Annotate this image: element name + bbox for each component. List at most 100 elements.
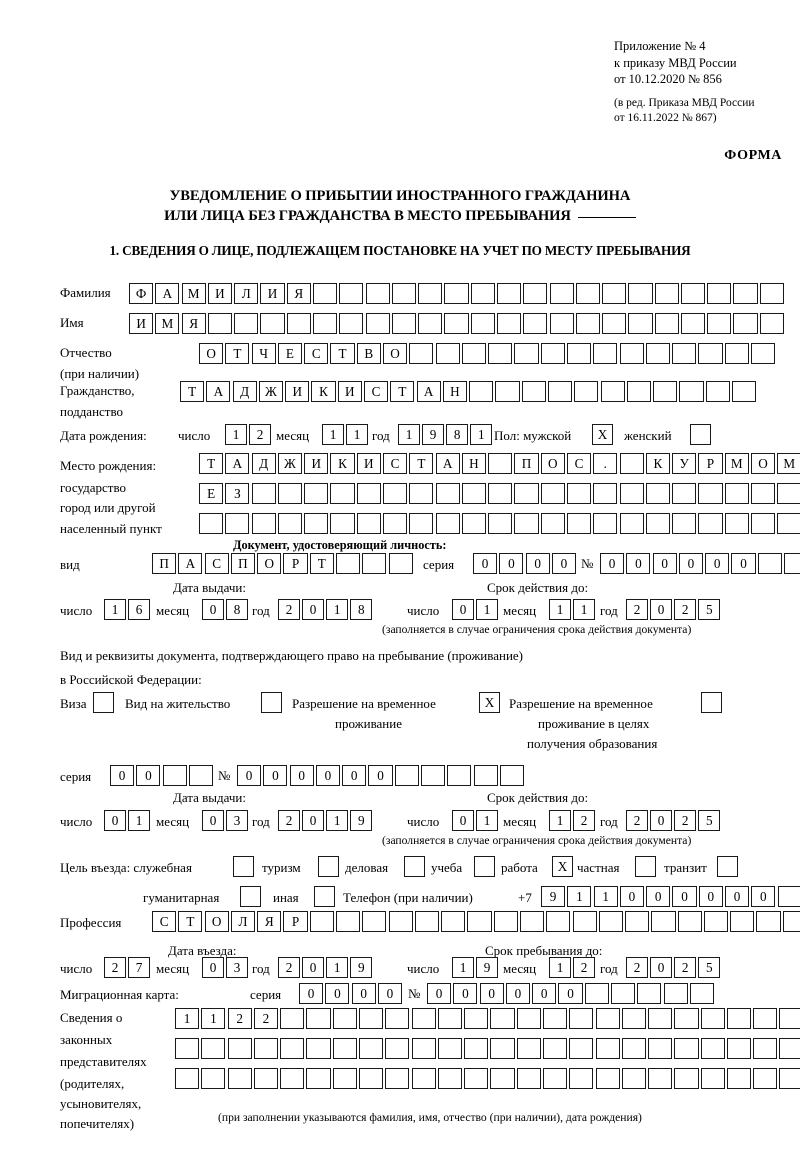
- form-cell[interactable]: [490, 1038, 515, 1059]
- form-cell[interactable]: 1: [549, 599, 571, 620]
- form-cell[interactable]: [569, 1038, 594, 1059]
- form-cell[interactable]: 2: [626, 957, 648, 978]
- form-cell[interactable]: 0: [325, 983, 350, 1004]
- form-cell[interactable]: [488, 343, 513, 364]
- form-cell[interactable]: [414, 911, 439, 932]
- form-cell[interactable]: 0: [650, 957, 673, 978]
- form-cell[interactable]: О: [257, 553, 282, 574]
- form-cell[interactable]: 1: [470, 424, 493, 445]
- form-cell[interactable]: 0: [136, 765, 161, 786]
- form-cell[interactable]: [593, 513, 618, 534]
- form-cell[interactable]: 0: [626, 553, 651, 574]
- form-cell[interactable]: 2: [626, 810, 648, 831]
- form-cell[interactable]: [514, 343, 539, 364]
- form-cell[interactable]: [304, 483, 329, 504]
- form-cell[interactable]: [312, 283, 338, 304]
- form-cell[interactable]: Т: [199, 453, 224, 474]
- form-cell[interactable]: 2: [674, 810, 697, 831]
- form-cell[interactable]: 0: [558, 983, 583, 1004]
- form-cell[interactable]: [523, 283, 548, 304]
- form-cell[interactable]: [625, 911, 650, 932]
- form-cell[interactable]: [514, 513, 539, 534]
- form-cell[interactable]: [277, 483, 303, 504]
- form-cell[interactable]: 0: [289, 765, 314, 786]
- form-cell[interactable]: [677, 911, 702, 932]
- form-cell[interactable]: [444, 313, 469, 334]
- form-cell[interactable]: [437, 1068, 462, 1089]
- form-cell[interactable]: [469, 381, 494, 402]
- form-cell[interactable]: Т: [390, 381, 415, 402]
- form-cell[interactable]: [593, 483, 618, 504]
- form-cell[interactable]: [753, 1038, 778, 1059]
- form-cell[interactable]: .: [593, 453, 618, 474]
- form-cell[interactable]: 2: [104, 957, 126, 978]
- form-cell[interactable]: [733, 283, 758, 304]
- form-cell[interactable]: А: [416, 381, 441, 402]
- form-cell[interactable]: И: [304, 453, 329, 474]
- form-cell[interactable]: Е: [277, 343, 303, 364]
- form-cell[interactable]: 0: [551, 553, 577, 574]
- form-cell[interactable]: К: [311, 381, 336, 402]
- form-cell[interactable]: [175, 1068, 200, 1089]
- form-cell[interactable]: М: [777, 453, 800, 474]
- form-cell[interactable]: [726, 1008, 752, 1029]
- form-cell[interactable]: [674, 1008, 699, 1029]
- form-cell[interactable]: [490, 1068, 515, 1089]
- legal-rep-row-3[interactable]: [175, 1068, 800, 1089]
- form-cell[interactable]: 0: [237, 765, 262, 786]
- form-cell[interactable]: [731, 381, 757, 402]
- form-cell[interactable]: 2: [626, 599, 648, 620]
- form-cell[interactable]: [621, 1068, 646, 1089]
- form-cell[interactable]: 0: [473, 553, 498, 574]
- purpose-private-checkbox[interactable]: [635, 856, 656, 877]
- form-cell[interactable]: 2: [573, 957, 596, 978]
- form-cell[interactable]: 5: [698, 599, 721, 620]
- form-cell[interactable]: [777, 513, 800, 534]
- form-cell[interactable]: [626, 381, 651, 402]
- form-cell[interactable]: [542, 1068, 568, 1089]
- form-cell[interactable]: [234, 313, 259, 334]
- form-cell[interactable]: И: [260, 283, 285, 304]
- form-cell[interactable]: [470, 283, 495, 304]
- form-cell[interactable]: [435, 343, 460, 364]
- form-cell[interactable]: [207, 313, 233, 334]
- form-cell[interactable]: [461, 513, 486, 534]
- form-cell[interactable]: [759, 283, 784, 304]
- purpose-other-checkbox[interactable]: [314, 886, 335, 907]
- form-cell[interactable]: [672, 483, 697, 504]
- form-cell[interactable]: [251, 483, 276, 504]
- form-cell[interactable]: 0: [368, 765, 393, 786]
- form-cell[interactable]: [332, 1008, 357, 1029]
- form-cell[interactable]: [779, 1068, 800, 1089]
- form-cell[interactable]: 0: [479, 983, 504, 1004]
- form-cell[interactable]: 0: [351, 983, 376, 1004]
- form-cell[interactable]: [759, 313, 784, 334]
- form-cell[interactable]: 0: [377, 983, 403, 1004]
- form-cell[interactable]: [724, 483, 749, 504]
- form-cell[interactable]: Ж: [258, 381, 284, 402]
- form-cell[interactable]: [358, 1008, 384, 1029]
- form-cell[interactable]: [648, 1038, 673, 1059]
- form-cell[interactable]: [385, 1008, 410, 1029]
- form-cell[interactable]: [753, 1068, 778, 1089]
- form-cell[interactable]: [777, 886, 800, 907]
- form-cell[interactable]: О: [204, 911, 229, 932]
- form-cell[interactable]: [365, 283, 390, 304]
- form-cell[interactable]: 0: [619, 886, 645, 907]
- form-cell[interactable]: 7: [128, 957, 151, 978]
- form-cell[interactable]: Т: [225, 343, 250, 364]
- form-cell[interactable]: Т: [330, 343, 355, 364]
- form-cell[interactable]: [330, 513, 355, 534]
- form-cell[interactable]: [385, 1068, 410, 1089]
